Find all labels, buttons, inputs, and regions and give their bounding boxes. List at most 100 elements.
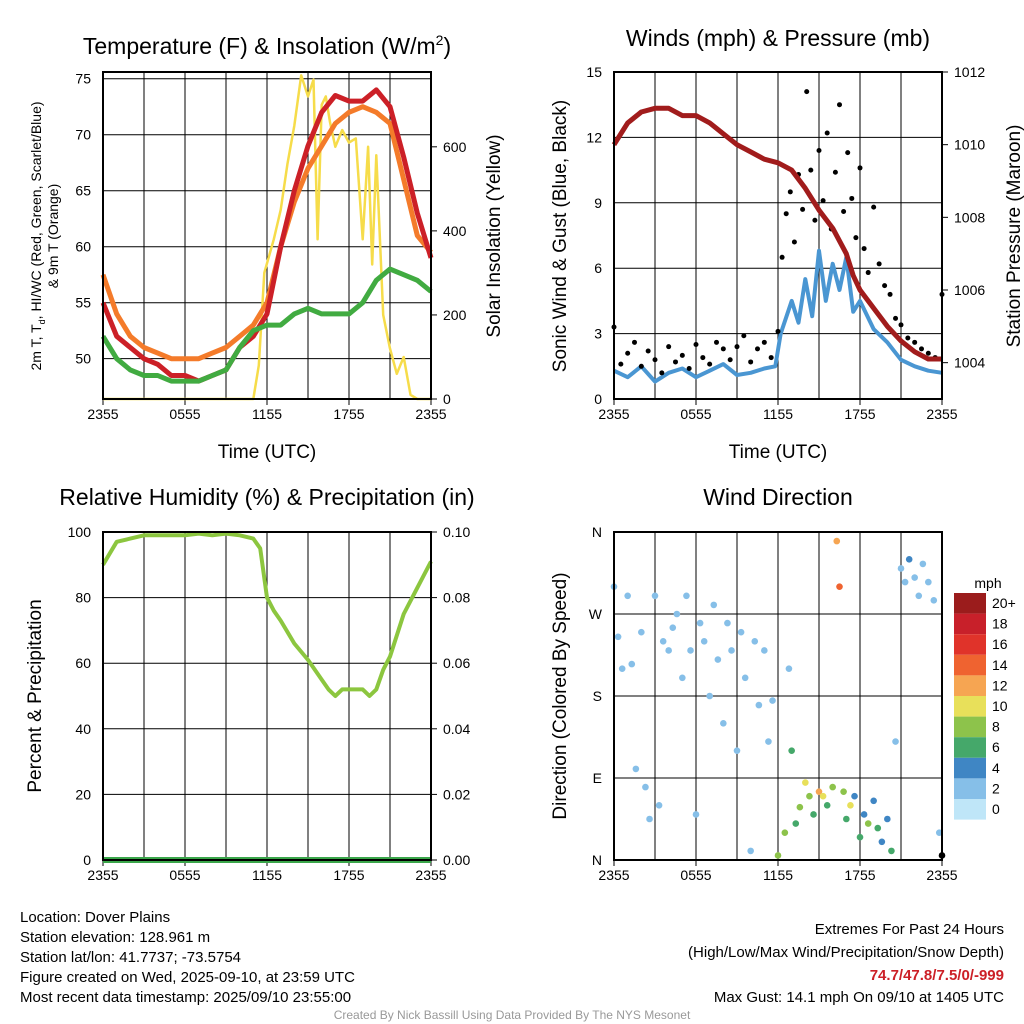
solar-insolation-line [103, 74, 431, 401]
gust-point [783, 211, 789, 217]
wind-direction-point [747, 847, 754, 855]
gust-point [812, 217, 818, 223]
gust-point [659, 370, 665, 376]
wind-direction-point [802, 779, 809, 786]
wind-direction-point [728, 647, 735, 654]
temp-ytick-label: 65 [75, 183, 91, 199]
wind-direction-point [692, 811, 700, 818]
dir-plot-frame [613, 531, 943, 861]
gust-point [882, 283, 888, 289]
gust-point [876, 261, 882, 267]
gust-point [666, 344, 672, 350]
rh-y2tick-label: 0.02 [443, 786, 470, 802]
legend-label: 6 [992, 739, 1000, 755]
wind-ytick-label: 6 [594, 260, 602, 276]
wind-plot-frame [613, 71, 943, 400]
gust-point [779, 254, 785, 260]
wind-y2tick-label: 1004 [954, 355, 985, 371]
gust-point [714, 339, 719, 345]
wind-direction-point [614, 633, 622, 641]
wind-direction-point [851, 792, 858, 800]
wind-direction-point [878, 838, 886, 846]
gust-point [673, 359, 678, 365]
footer-created: Figure created on Wed, 2025-09-10, at 23… [20, 969, 355, 986]
footer-location: Location: Dover Plains [20, 909, 170, 926]
extremes-values: 74.7/47.8/7.5/0/-999 [870, 967, 1004, 984]
dir-ytick-label: N [592, 852, 602, 868]
temp-ytick-label: 70 [75, 127, 91, 143]
wind-direction-point [836, 583, 843, 590]
wind-direction-point [785, 665, 793, 672]
wind-direction-point [823, 802, 831, 809]
wind-direction-point [751, 638, 759, 645]
temp-ytick-label: 75 [75, 71, 91, 87]
gust-point [707, 361, 713, 367]
wind-direction-point [665, 647, 672, 654]
wind-direction-point [651, 592, 659, 600]
gust-point [820, 198, 826, 204]
wind-direction-point [856, 833, 864, 841]
wind-direction-point [700, 638, 708, 645]
wind-y2tick-label: 1010 [954, 137, 985, 153]
wind-direction-point [628, 660, 636, 668]
wind-ytick-label: 15 [586, 64, 602, 80]
gust-point [841, 209, 847, 215]
temp-ytick-label: 55 [75, 295, 91, 311]
wind-direction-point [796, 803, 804, 811]
wind-direction-point [624, 592, 631, 600]
gust-point [791, 239, 797, 245]
gust-point [652, 357, 658, 363]
temp-panel-title: Temperature (F) & Insolation (W/m2) [83, 32, 451, 59]
wind-direction-point [911, 574, 918, 581]
wind-ytick-label: 9 [594, 195, 602, 211]
wind-direction-point [642, 783, 649, 791]
wind-direction-point [905, 556, 913, 563]
wind-direction-point [829, 783, 836, 791]
rh-ytick-label: 80 [75, 590, 91, 606]
wind-direction-point [632, 765, 640, 773]
gust-point [748, 359, 754, 365]
wind-direction-point [935, 829, 943, 836]
legend-label: 12 [992, 677, 1008, 693]
wind-direction-point [741, 674, 749, 682]
gust-point [804, 89, 810, 95]
wind-direction-point [810, 811, 817, 818]
gust-point [686, 365, 692, 371]
rh-y2tick-label: 0.08 [443, 590, 470, 606]
dir-ytick-label: S [593, 688, 602, 704]
gust-point [837, 102, 842, 108]
gust-point [645, 348, 651, 354]
rh-ytick-label: 20 [75, 786, 91, 802]
gust-point [905, 335, 911, 341]
extremes-title: Extremes For Past 24 Hours [815, 921, 1004, 938]
wind-xtick-label: 1155 [763, 406, 793, 422]
temp-xtick-label: 0555 [169, 406, 200, 422]
wind-direction-point [646, 815, 653, 823]
wind-direction-point [696, 619, 704, 627]
dir-ytick-label: W [589, 606, 603, 622]
legend-label: 18 [992, 616, 1008, 632]
dir-xtick-label: 2355 [926, 867, 957, 883]
rh-xtick-label: 0555 [169, 867, 200, 883]
wind-direction-point [706, 692, 713, 700]
rh-ylabel: Percent & Precipitation [25, 599, 46, 792]
rh-xtick-label: 2355 [415, 867, 446, 883]
legend-label: 8 [992, 719, 1000, 735]
legend-swatch [954, 716, 986, 738]
wind-direction-point [815, 788, 823, 795]
temp-series-td [100, 266, 433, 384]
wind-direction-point [655, 802, 663, 809]
temp-y2label: Solar Insolation (Yellow) [484, 134, 505, 337]
wind-direction-point [781, 829, 789, 836]
temp-plot-frame [102, 71, 432, 400]
gust-point [845, 150, 851, 156]
wind-direction-point [765, 738, 772, 745]
legend-swatch [954, 654, 986, 676]
wind-y2label: Station Pressure (Maroon) [1004, 125, 1024, 348]
wind-direction-point [733, 747, 741, 754]
footer-elevation: Station elevation: 128.961 m [20, 929, 210, 946]
gust-point [849, 195, 855, 201]
gust-point [755, 346, 760, 352]
wind-direction-point [806, 792, 813, 800]
